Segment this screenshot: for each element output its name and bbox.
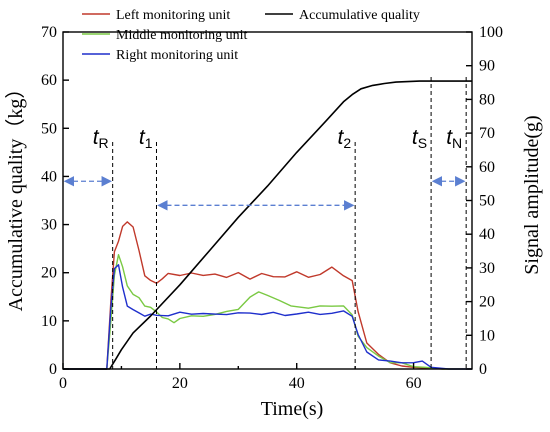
y-right-tick-label: 100: [479, 24, 503, 41]
series-line-accumulative-quality: [63, 80, 472, 370]
legend: Left monitoring unit Middle monitoring un…: [82, 8, 420, 63]
y-right-tick-label: 0: [479, 361, 487, 378]
y-right-tick-label: 90: [479, 58, 495, 75]
y-left-tick-label: 30: [41, 217, 57, 234]
y-right-tick-label: 60: [479, 159, 495, 176]
y-left-tick-label: 0: [49, 361, 57, 378]
marker-label: tN: [446, 126, 462, 151]
x-tick-label: 60: [406, 375, 422, 392]
y-left-tick-label: 60: [41, 72, 57, 89]
axis-layer: 0 20 40 60 0 10 20 30 40 50 60 70 0 10 20 30 40 50 60 70 80 9…: [41, 24, 503, 392]
y-right-tick-label: 50: [479, 193, 495, 210]
x-tick-label: 20: [172, 375, 188, 392]
marker-label: tR: [93, 126, 109, 151]
series-line-middle-monitoring-unit: [63, 254, 472, 370]
y-right-tick-label: 30: [479, 260, 495, 277]
series-line-right-monitoring-unit: [63, 264, 472, 370]
y-right-tick-label: 10: [479, 327, 495, 344]
y-left-tick-label: 70: [41, 24, 57, 41]
legend-label: Right monitoring unit: [116, 48, 238, 63]
legend-label: Accumulative quality: [299, 8, 420, 23]
y-right-tick-label: 70: [479, 125, 495, 142]
y-left-tick-label: 20: [41, 265, 57, 282]
marker-label: tS: [412, 126, 427, 151]
y-left-tick-label: 10: [41, 313, 57, 330]
data-layer: [63, 80, 472, 370]
legend-label: Middle monitoring unit: [116, 28, 248, 43]
y-axis-right-title: Signal amplitude(g): [521, 115, 543, 274]
x-tick-label: 0: [59, 375, 67, 392]
x-tick-label: 40: [289, 375, 305, 392]
y-right-tick-label: 20: [479, 294, 495, 311]
y-left-tick-label: 40: [41, 168, 57, 185]
y-left-tick-label: 50: [41, 120, 57, 137]
y-axis-left-title: Accumulative quality（kg）: [4, 79, 27, 312]
legend-label: Left monitoring unit: [116, 8, 230, 23]
marker-label: t1: [139, 126, 153, 151]
marker-label: t2: [338, 126, 352, 151]
series-line-left-monitoring-unit: [63, 221, 472, 370]
y-right-tick-label: 40: [479, 226, 495, 243]
plot-frame: [62, 31, 473, 370]
x-axis-title: Time(s): [261, 398, 324, 420]
y-right-tick-label: 80: [479, 91, 495, 108]
